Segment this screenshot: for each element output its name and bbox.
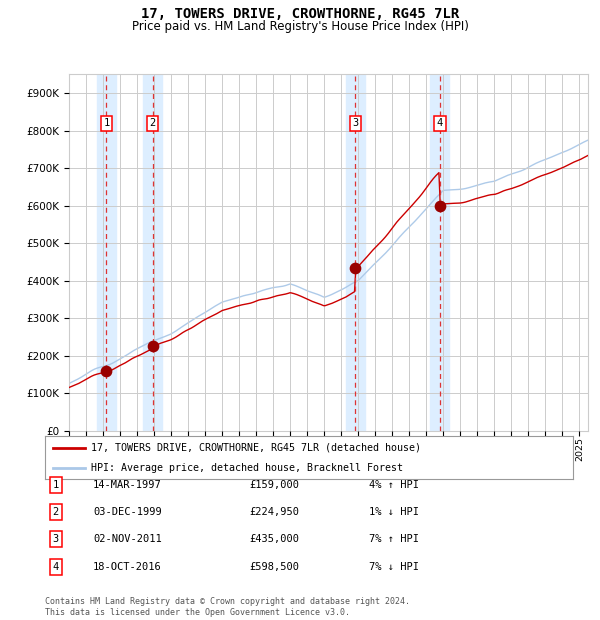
Bar [143, 74, 162, 431]
Text: 18-OCT-2016: 18-OCT-2016 [93, 562, 162, 572]
Text: 14-MAR-1997: 14-MAR-1997 [93, 480, 162, 490]
Text: Contains HM Land Registry data © Crown copyright and database right 2024.
This d: Contains HM Land Registry data © Crown c… [45, 598, 410, 617]
Point [435, 202, 445, 211]
Bar [346, 74, 365, 431]
Text: 3: 3 [53, 534, 59, 544]
Bar [430, 74, 449, 431]
Text: 4% ↑ HPI: 4% ↑ HPI [369, 480, 419, 490]
Point [350, 263, 360, 273]
Text: 03-DEC-1999: 03-DEC-1999 [93, 507, 162, 517]
Text: 02-NOV-2011: 02-NOV-2011 [93, 534, 162, 544]
Text: 2: 2 [149, 118, 156, 128]
Text: 4: 4 [437, 118, 443, 128]
Text: HPI: Average price, detached house, Bracknell Forest: HPI: Average price, detached house, Brac… [91, 463, 403, 473]
Text: £159,000: £159,000 [249, 480, 299, 490]
Text: 7% ↓ HPI: 7% ↓ HPI [369, 562, 419, 572]
Text: £435,000: £435,000 [249, 534, 299, 544]
Text: £224,950: £224,950 [249, 507, 299, 517]
Text: 1: 1 [53, 480, 59, 490]
Text: 1% ↓ HPI: 1% ↓ HPI [369, 507, 419, 517]
Text: 1: 1 [103, 118, 110, 128]
Text: £598,500: £598,500 [249, 562, 299, 572]
Text: 4: 4 [53, 562, 59, 572]
Bar [97, 74, 116, 431]
Text: 2: 2 [53, 507, 59, 517]
Text: 17, TOWERS DRIVE, CROWTHORNE, RG45 7LR (detached house): 17, TOWERS DRIVE, CROWTHORNE, RG45 7LR (… [91, 443, 421, 453]
Point [101, 366, 111, 376]
Point [148, 342, 158, 352]
Text: 7% ↑ HPI: 7% ↑ HPI [369, 534, 419, 544]
Text: 17, TOWERS DRIVE, CROWTHORNE, RG45 7LR: 17, TOWERS DRIVE, CROWTHORNE, RG45 7LR [141, 7, 459, 22]
Text: 3: 3 [352, 118, 359, 128]
Text: Price paid vs. HM Land Registry's House Price Index (HPI): Price paid vs. HM Land Registry's House … [131, 20, 469, 33]
